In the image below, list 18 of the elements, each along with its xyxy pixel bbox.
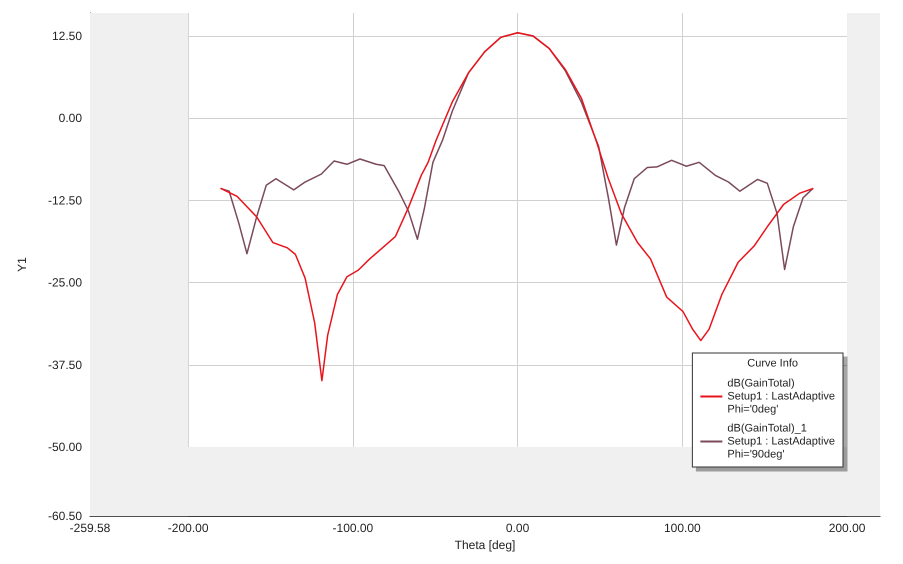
- y-tick-label: -12.50: [48, 193, 82, 208]
- y-tick-label: -60.50: [48, 509, 82, 524]
- y-tick-label: 0.00: [58, 111, 82, 126]
- x-tick-label: -100.00: [332, 521, 374, 536]
- y-tick-label: -50.00: [48, 440, 82, 454]
- x-axis-title: Theta [deg]: [454, 538, 516, 552]
- legend-label: dB(GainTotal)_1 Setup1 : LastAdaptive Phi='90deg': [727, 422, 836, 460]
- y-tick-label: 12.50: [52, 29, 82, 44]
- x-tick-label: 200.00: [828, 521, 866, 536]
- x-tick-label: 0.00: [506, 521, 530, 536]
- x-tick-label: -259.58: [70, 521, 111, 536]
- legend-label: dB(GainTotal) Setup1 : LastAdaptive Phi='0deg': [727, 378, 836, 416]
- y-axis-title: Y1: [15, 256, 29, 272]
- x-tick-label: 100.00: [664, 521, 702, 536]
- y-tick-label: -37.50: [48, 358, 82, 372]
- x-tick-label: -200.00: [168, 521, 209, 536]
- y-tick-label: -25.00: [48, 276, 82, 290]
- legend-title: Curve Info: [747, 358, 798, 370]
